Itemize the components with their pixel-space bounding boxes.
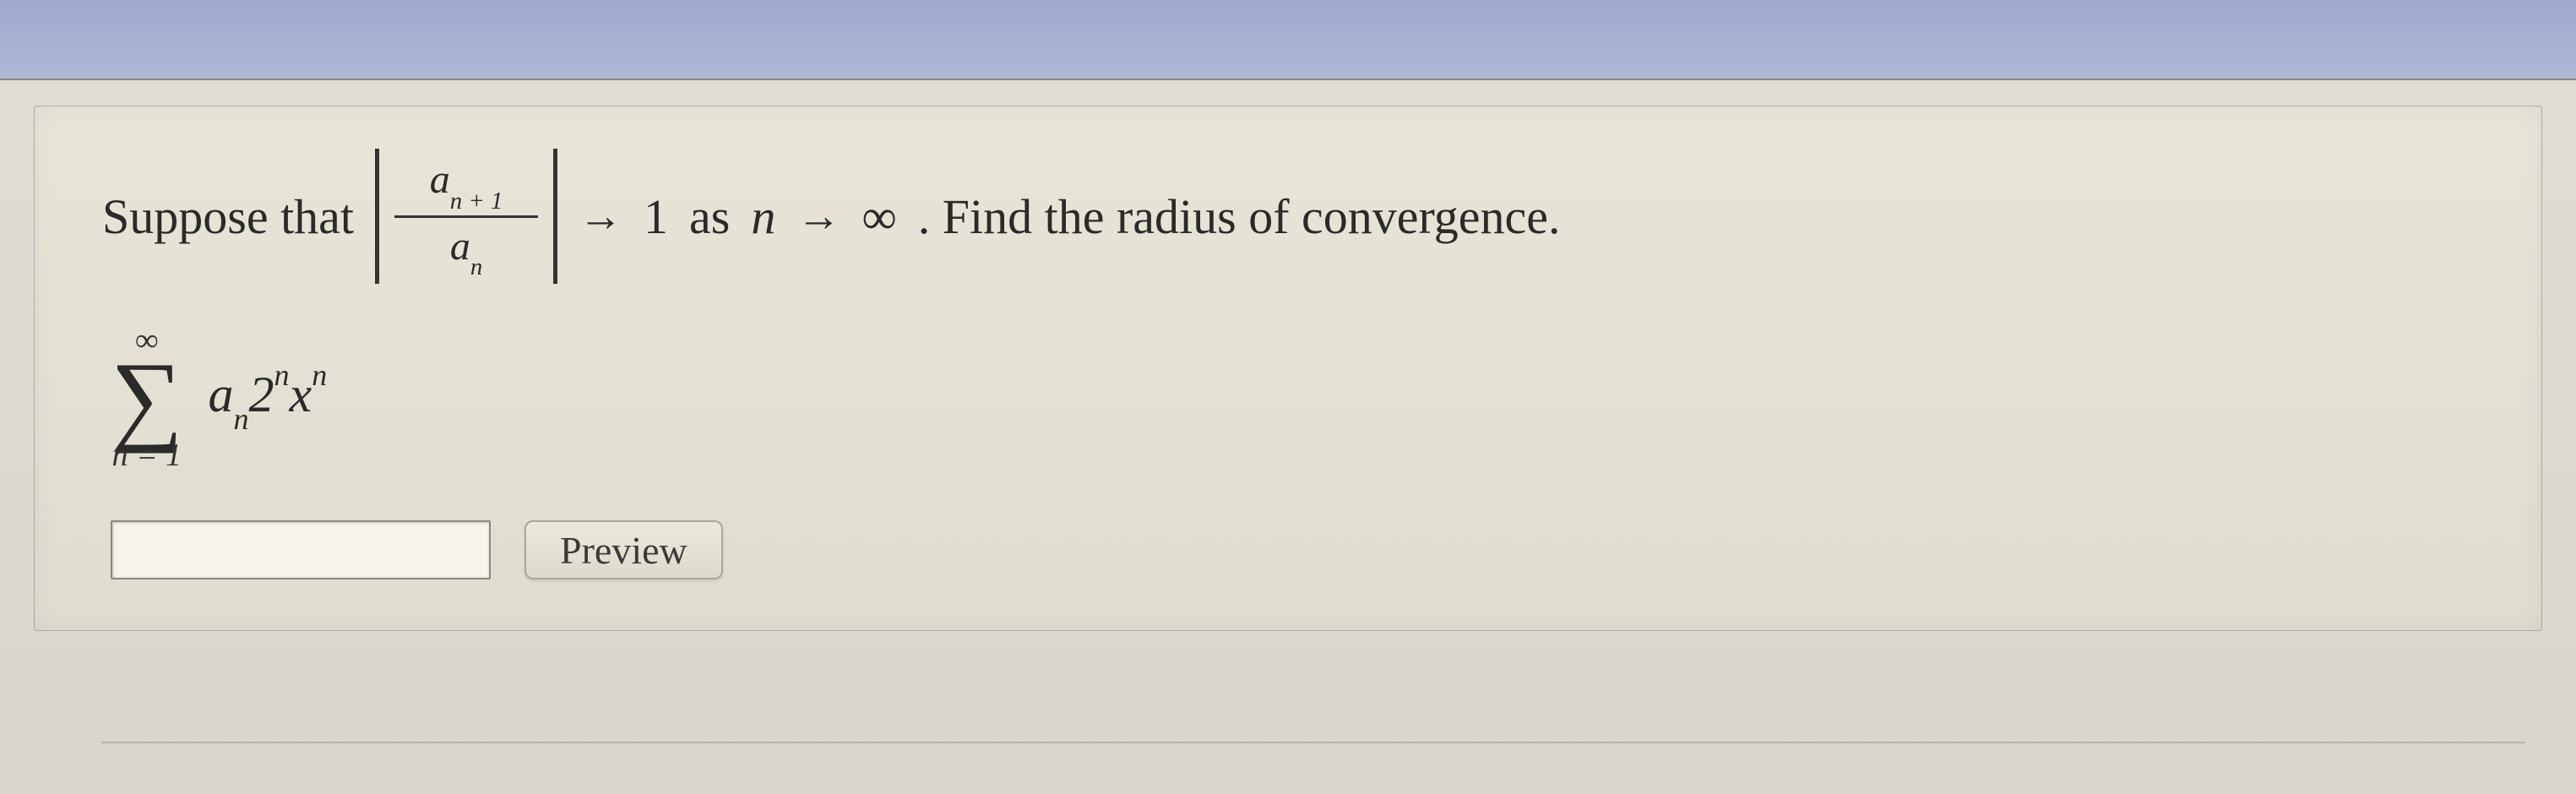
divider-line [101, 742, 2525, 743]
as-text: as [689, 188, 730, 245]
limit-value: 1 [644, 188, 668, 245]
abs-bar-right [553, 149, 557, 284]
sigma-icon: ∑ [111, 355, 183, 441]
browser-top-bar [0, 0, 2576, 80]
question-box: Suppose that an + 1 an → 1 as n → ∞ [34, 106, 2542, 631]
series-expression: ∞ ∑ n = 1 an2nxn [111, 326, 2474, 470]
sum-lower-bound: n = 1 [111, 441, 182, 470]
question-tail: . Find the radius of convergence. [918, 188, 1561, 245]
denominator: an [450, 226, 482, 273]
summand: an2nxn [209, 366, 328, 430]
preview-button[interactable]: Preview [524, 520, 723, 579]
abs-bar-left [375, 149, 379, 284]
arrow-icon-2: → [796, 192, 840, 242]
intro-text: Suppose that [102, 188, 354, 245]
question-prompt-line: Suppose that an + 1 an → 1 as n → ∞ [102, 149, 2474, 284]
sigma-block: ∞ ∑ n = 1 [111, 326, 183, 470]
answer-input[interactable] [111, 520, 491, 579]
answer-row: Preview [111, 520, 2474, 579]
fraction-line [394, 215, 538, 218]
infinity-symbol: ∞ [861, 188, 896, 245]
content-area: Suppose that an + 1 an → 1 as n → ∞ [0, 80, 2576, 794]
absolute-value-expression: an + 1 an [375, 149, 557, 284]
ratio-fraction: an + 1 an [394, 160, 538, 273]
arrow-icon: → [579, 192, 622, 242]
numerator: an + 1 [430, 160, 503, 206]
limit-variable: n [751, 188, 775, 245]
